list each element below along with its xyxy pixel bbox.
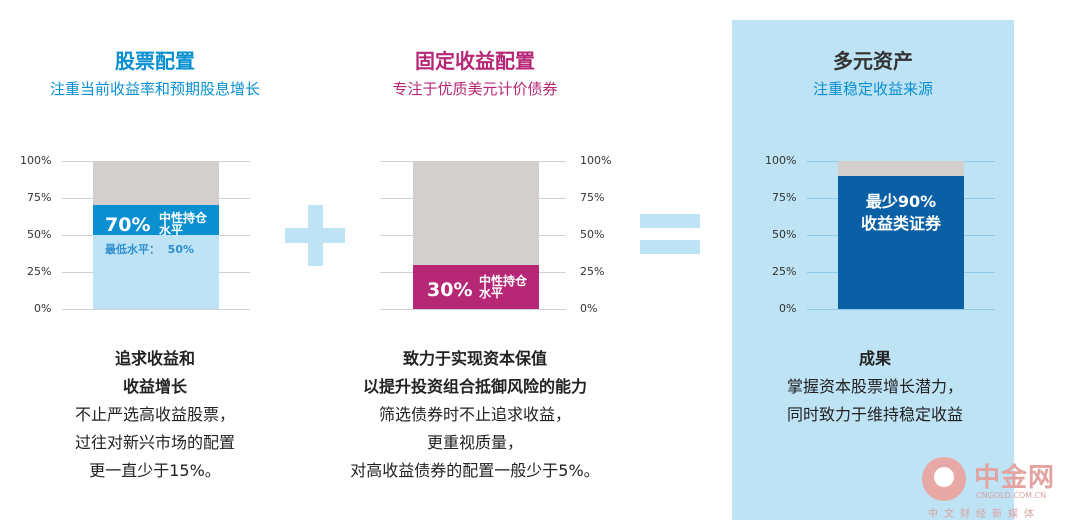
logo-mark-inner — [934, 467, 954, 487]
equity-floor-segment — [93, 235, 219, 309]
multi-asset-subtitle: 注重稳定收益来源 — [812, 80, 933, 98]
tick-label: 75% — [772, 191, 797, 204]
multi-asset-title: 多元资产 — [833, 49, 913, 73]
multi-asset-income-segment — [838, 175, 964, 309]
fixed-income-heading-1: 致力于实现资本保值 — [402, 349, 547, 368]
tick-label: 50% — [772, 228, 797, 241]
multi-asset-body-1: 掌握资本股票增长潜力， — [786, 377, 963, 396]
equity-body-3: 更一直少于15%。 — [89, 461, 221, 480]
tick-label: 25% — [772, 265, 797, 278]
tick-label: 75% — [580, 191, 605, 204]
equals-icon — [640, 214, 700, 228]
fixed-income-body-2: 更重视质量， — [426, 433, 523, 452]
plus-icon-vertical — [308, 205, 323, 266]
fixed-income-neutral-label: 中性持仓 水平 — [479, 274, 528, 300]
equity-heading-1: 追求收益和 — [114, 349, 195, 368]
fixed-income-upper-segment — [413, 161, 539, 265]
tick-label: 50% — [27, 228, 52, 241]
tick-label: 50% — [580, 228, 605, 241]
multi-asset-heading: 成果 — [858, 349, 891, 368]
fixed-income-neutral-segment — [413, 264, 539, 309]
tick-label: 0% — [580, 302, 598, 315]
fixed-income-chart: 100% 75% 50% 25% 0% 30% 中性持仓 水平 — [380, 155, 620, 320]
gridline — [62, 309, 250, 310]
multi-asset-bar-label: 最少90% 收益类证券 — [860, 192, 941, 233]
logo-domain: CNGOLD.COM.CN — [976, 491, 1047, 500]
multi-asset-description: 成果 掌握资本股票增长潜力， 同时致力于维持稳定收益 — [740, 345, 1010, 429]
equity-description: 追求收益和 收益增长 不止严选高收益股票， 过往对新兴市场的配置 更一直少于15… — [5, 345, 305, 485]
fixed-income-bar: 30% 中性持仓 水平 — [413, 161, 539, 309]
equity-heading-2: 收益增长 — [122, 377, 187, 396]
equity-upper-segment — [93, 161, 219, 206]
equity-neutral-band — [93, 205, 219, 235]
multi-asset-body-2: 同时致力于维持稳定收益 — [786, 405, 963, 424]
fixed-income-body-3: 对高收益债券的配置一般少于5%。 — [350, 461, 600, 480]
equity-neutral-pct: 70% — [105, 214, 151, 236]
fixed-income-neutral-pct: 30% — [427, 279, 473, 301]
logo-tagline: 中文财经新媒体 — [928, 509, 1040, 520]
gridline — [807, 309, 995, 310]
tick-label: 100% — [20, 154, 52, 167]
equity-min-label: 最低水平： 50% — [105, 243, 194, 256]
multi-asset-upper-segment — [838, 161, 964, 176]
equity-subtitle: 注重当前收益率和预期股息增长 — [49, 80, 260, 98]
equity-body-1: 不止严选高收益股票， — [74, 405, 235, 424]
tick-label: 75% — [27, 191, 52, 204]
watermark-logo: 中金网 CNGOLD.COM.CN 中文财经新媒体 — [918, 455, 1078, 525]
equity-chart: 100% 75% 50% 25% 0% 70% 中性持仓 水平 最低水平： 50… — [20, 155, 260, 320]
tick-label: 25% — [27, 265, 52, 278]
tick-label: 100% — [765, 154, 797, 167]
fixed-income-subtitle: 专注于优质美元计价债券 — [392, 80, 558, 98]
tick-label: 100% — [580, 154, 612, 167]
logo-name: 中金网 — [974, 463, 1056, 493]
fixed-income-body-1: 筛选债券时不止追求收益， — [378, 405, 571, 424]
tick-label: 0% — [34, 302, 52, 315]
equals-icon-lower — [640, 240, 700, 254]
equity-bar: 70% 中性持仓 水平 最低水平： 50% — [93, 161, 219, 309]
fixed-income-description: 致力于实现资本保值 以提升投资组合抵御风险的能力 筛选债券时不止追求收益， 更重… — [310, 345, 640, 485]
fixed-income-title: 固定收益配置 — [415, 49, 535, 73]
equity-title: 股票配置 — [115, 49, 195, 73]
multi-asset-chart: 100% 75% 50% 25% 0% 最少90% 收益类证券 — [765, 155, 1000, 320]
tick-label: 25% — [580, 265, 605, 278]
equity-body-2: 过往对新兴市场的配置 — [74, 433, 235, 452]
tick-label: 0% — [779, 302, 797, 315]
fixed-income-heading-2: 以提升投资组合抵御风险的能力 — [362, 377, 587, 396]
multi-asset-bar: 最少90% 收益类证券 — [838, 161, 964, 309]
equity-neutral-label: 中性持仓 水平 — [159, 211, 208, 237]
gridline — [380, 309, 566, 310]
